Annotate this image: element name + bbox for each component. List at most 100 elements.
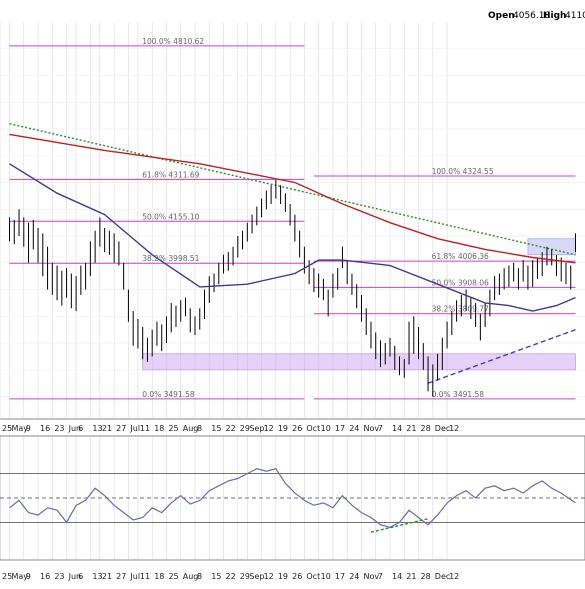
x-tick-label-26: 24 xyxy=(349,424,359,433)
indicator-bands xyxy=(0,473,585,523)
ind-x-tick-label-17: 22 xyxy=(226,572,236,581)
x-tick-label-13: 25 xyxy=(168,424,178,433)
x-tick-label-0: 25 xyxy=(2,424,12,433)
ind-x-tick-label-24: 10 xyxy=(321,572,331,581)
x-tick-label-19: Sep xyxy=(249,424,264,433)
x-tick-label-21: 19 xyxy=(278,424,288,433)
ind-x-tick-label-9: 27 xyxy=(116,572,126,581)
x-tick-label-32: Dec xyxy=(435,424,450,433)
x-tick-label-28: 7 xyxy=(378,424,383,433)
ind-x-tick-label-32: Dec xyxy=(435,572,450,581)
ind-x-tick-label-2: 9 xyxy=(26,572,31,581)
ind-x-tick-label-10: Jul xyxy=(129,572,140,581)
high-value: 4110 xyxy=(565,11,585,21)
x-tick-label-1: May xyxy=(12,424,29,433)
x-tick-label-2: 9 xyxy=(26,424,31,433)
ind-x-tick-label-1: May xyxy=(12,572,29,581)
ind-x-tick-label-18: 29 xyxy=(240,572,250,581)
ind-x-tick-label-25: 17 xyxy=(335,572,345,581)
trendline-1 xyxy=(427,329,576,384)
x-tick-label-24: 10 xyxy=(321,424,331,433)
x-tick-label-29: 14 xyxy=(392,424,402,433)
ind-x-tick-label-20: 12 xyxy=(264,572,274,581)
ind-x-tick-label-14: Aug xyxy=(183,572,199,581)
x-tick-label-22: 26 xyxy=(292,424,302,433)
open-value: 4056.18 xyxy=(513,11,550,21)
fib-label-9: 0.0% 3491.58 xyxy=(432,390,485,399)
x-tick-label-17: 22 xyxy=(226,424,236,433)
sma-50-line xyxy=(9,163,576,312)
ind-x-tick-label-22: 26 xyxy=(292,572,302,581)
x-tick-label-30: 21 xyxy=(406,424,416,433)
ind-x-tick-label-19: Sep xyxy=(249,572,264,581)
indicator-line xyxy=(9,468,576,533)
ind-x-tick-label-3: 16 xyxy=(40,572,50,581)
indicator-series-line xyxy=(9,468,576,528)
x-tick-label-16: 15 xyxy=(211,424,221,433)
x-tick-label-8: 21 xyxy=(102,424,112,433)
trendline-0 xyxy=(9,122,576,256)
x-tick-label-4: 23 xyxy=(54,424,64,433)
x-tick-label-14: Aug xyxy=(183,424,199,433)
x-tick-label-20: 12 xyxy=(264,424,274,433)
x-tick-label-33: 12 xyxy=(449,424,459,433)
ind-x-tick-label-13: 25 xyxy=(168,572,178,581)
ind-x-tick-label-31: 28 xyxy=(421,572,431,581)
x-tick-label-11: 11 xyxy=(140,424,150,433)
trendlines xyxy=(9,122,576,384)
x-tick-label-31: 28 xyxy=(421,424,431,433)
zone-0 xyxy=(142,353,576,371)
ind-x-tick-label-27: Nov xyxy=(363,572,379,581)
fib-label-7: 50.0% 3908.06 xyxy=(432,278,489,287)
ind-x-tick-label-29: 14 xyxy=(392,572,402,581)
x-tick-label-7: 13 xyxy=(92,424,102,433)
ind-x-tick-label-15: 8 xyxy=(197,572,202,581)
ind-x-tick-label-0: 25 xyxy=(2,572,12,581)
open-label: Open xyxy=(488,11,515,21)
fib-label-5: 100.0% 4324.55 xyxy=(432,167,494,176)
x-tick-label-27: Nov xyxy=(363,424,379,433)
ind-x-tick-label-26: 24 xyxy=(349,572,359,581)
x-tick-label-25: 17 xyxy=(335,424,345,433)
fib-label-4: 0.0% 3491.58 xyxy=(142,390,195,399)
ind-x-tick-label-28: 7 xyxy=(378,572,383,581)
x-tick-label-23: Oct xyxy=(306,424,320,433)
fibonacci-levels: 100.0% 4810.62 61.8% 4311.69 50.0% 4155.10… xyxy=(9,37,576,400)
ind-x-tick-label-23: Oct xyxy=(306,572,320,581)
ind-x-tick-label-11: 11 xyxy=(140,572,150,581)
ohlc-header: Open 4056.18 High 4110 xyxy=(488,11,585,21)
fib-label-0: 100.0% 4810.62 xyxy=(142,37,204,46)
moving-averages xyxy=(9,133,576,312)
fib-label-1: 61.8% 4311.69 xyxy=(142,170,199,179)
x-tick-label-18: 29 xyxy=(240,424,250,433)
ind-x-tick-label-12: 18 xyxy=(154,572,164,581)
ind-x-tick-label-6: 6 xyxy=(78,572,83,581)
x-tick-label-5: Jun xyxy=(68,424,82,433)
x-tick-label-9: 27 xyxy=(116,424,126,433)
fib-label-6: 61.8% 4006.36 xyxy=(432,252,489,261)
ind-x-tick-label-8: 21 xyxy=(102,572,112,581)
sma-200-line xyxy=(9,133,576,264)
ind-x-tick-label-16: 15 xyxy=(211,572,221,581)
x-tick-label-12: 18 xyxy=(154,424,164,433)
fib-label-8: 38.2% 3809.77 xyxy=(432,305,489,314)
ind-x-tick-label-21: 19 xyxy=(278,572,288,581)
x-tick-label-15: 8 xyxy=(197,424,202,433)
x-tick-label-3: 16 xyxy=(40,424,50,433)
high-label: High xyxy=(543,11,566,21)
x-tick-label-6: 6 xyxy=(78,424,83,433)
ind-x-tick-label-5: Jun xyxy=(68,572,82,581)
fib-label-2: 50.0% 4155.10 xyxy=(142,212,199,221)
ind-x-tick-label-4: 23 xyxy=(54,572,64,581)
support-resistance-zones xyxy=(142,238,576,371)
ind-x-tick-label-30: 21 xyxy=(406,572,416,581)
ind-x-tick-label-7: 13 xyxy=(92,572,102,581)
x-tick-label-10: Jul xyxy=(129,424,140,433)
price-bars xyxy=(9,179,576,397)
fib-label-3: 38.2% 3998.51 xyxy=(142,254,199,263)
indicator-panel-frame xyxy=(0,435,585,561)
